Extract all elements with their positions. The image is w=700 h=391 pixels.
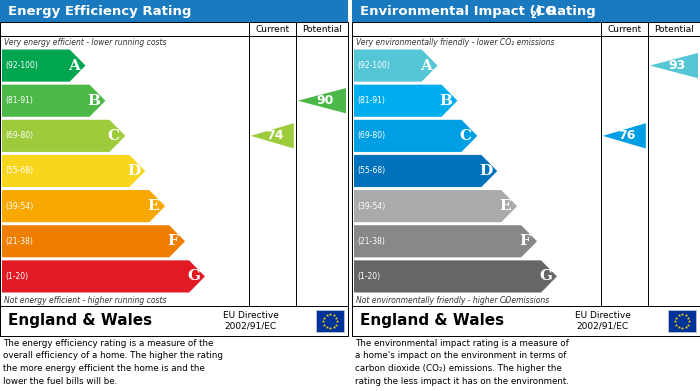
Polygon shape: [2, 155, 145, 187]
Bar: [668, 310, 696, 332]
Text: A: A: [68, 59, 80, 73]
Text: EU Directive
2002/91/EC: EU Directive 2002/91/EC: [575, 311, 631, 331]
Polygon shape: [2, 225, 185, 257]
Text: B: B: [440, 94, 453, 108]
Text: Environmental Impact (CO: Environmental Impact (CO: [360, 5, 556, 18]
Text: B: B: [88, 94, 101, 108]
Text: 74: 74: [267, 129, 284, 142]
Text: G: G: [187, 269, 200, 283]
Text: England & Wales: England & Wales: [360, 314, 504, 328]
Text: (81-91): (81-91): [5, 96, 33, 105]
Bar: [352, 22, 700, 336]
Text: G: G: [539, 269, 552, 283]
Text: (55-68): (55-68): [357, 167, 385, 176]
Text: Potential: Potential: [654, 25, 694, 34]
Text: (21-38): (21-38): [357, 237, 385, 246]
Text: (39-54): (39-54): [5, 202, 34, 211]
Text: The environmental impact rating is a measure of
a home's impact on the environme: The environmental impact rating is a mea…: [355, 339, 569, 386]
Text: E: E: [147, 199, 159, 213]
Bar: [0, 306, 348, 336]
Text: 2: 2: [530, 11, 536, 20]
Text: (69-80): (69-80): [357, 131, 385, 140]
Polygon shape: [354, 260, 557, 292]
Text: E: E: [499, 199, 511, 213]
Text: (55-68): (55-68): [5, 167, 33, 176]
Polygon shape: [298, 88, 346, 113]
Bar: [0, 0, 348, 22]
Text: 90: 90: [316, 94, 334, 107]
Text: (69-80): (69-80): [5, 131, 33, 140]
Text: (39-54): (39-54): [357, 202, 385, 211]
Text: C: C: [459, 129, 472, 143]
Text: Very energy efficient - lower running costs: Very energy efficient - lower running co…: [4, 38, 167, 47]
Text: 93: 93: [668, 59, 685, 72]
Polygon shape: [2, 260, 205, 292]
Text: Current: Current: [256, 25, 289, 34]
Bar: [352, 0, 700, 22]
Text: (92-100): (92-100): [357, 61, 390, 70]
Text: D: D: [480, 164, 493, 178]
Polygon shape: [650, 53, 698, 78]
Polygon shape: [2, 190, 165, 222]
Polygon shape: [354, 155, 497, 187]
Text: D: D: [127, 164, 141, 178]
Text: Energy Efficiency Rating: Energy Efficiency Rating: [8, 5, 191, 18]
Text: 76: 76: [619, 129, 636, 142]
Text: England & Wales: England & Wales: [8, 314, 152, 328]
Text: 2: 2: [504, 299, 508, 304]
Polygon shape: [354, 50, 438, 82]
Text: C: C: [108, 129, 120, 143]
Bar: [316, 310, 344, 332]
Text: EU Directive
2002/91/EC: EU Directive 2002/91/EC: [223, 311, 279, 331]
Text: (81-91): (81-91): [357, 96, 385, 105]
Text: Very environmentally friendly - lower CO₂ emissions: Very environmentally friendly - lower CO…: [356, 38, 554, 47]
Polygon shape: [354, 84, 457, 117]
Text: Current: Current: [607, 25, 641, 34]
Text: (21-38): (21-38): [5, 237, 33, 246]
Polygon shape: [2, 120, 125, 152]
Text: emissions: emissions: [509, 296, 550, 305]
Text: (92-100): (92-100): [5, 61, 38, 70]
Polygon shape: [354, 120, 477, 152]
Text: (1-20): (1-20): [357, 272, 380, 281]
Polygon shape: [603, 123, 646, 149]
Text: F: F: [519, 234, 530, 248]
Text: ) Rating: ) Rating: [536, 5, 596, 18]
Polygon shape: [251, 123, 294, 149]
Polygon shape: [2, 84, 106, 117]
Text: Not environmentally friendly - higher CO: Not environmentally friendly - higher CO: [356, 296, 511, 305]
Polygon shape: [354, 190, 517, 222]
Text: The energy efficiency rating is a measure of the
overall efficiency of a home. T: The energy efficiency rating is a measur…: [3, 339, 223, 386]
Polygon shape: [2, 50, 85, 82]
Polygon shape: [354, 225, 537, 257]
Text: Not energy efficient - higher running costs: Not energy efficient - higher running co…: [4, 296, 167, 305]
Text: A: A: [420, 59, 431, 73]
Text: Potential: Potential: [302, 25, 342, 34]
Text: (1-20): (1-20): [5, 272, 28, 281]
Text: F: F: [167, 234, 178, 248]
Bar: [352, 306, 700, 336]
Bar: [0, 22, 348, 336]
